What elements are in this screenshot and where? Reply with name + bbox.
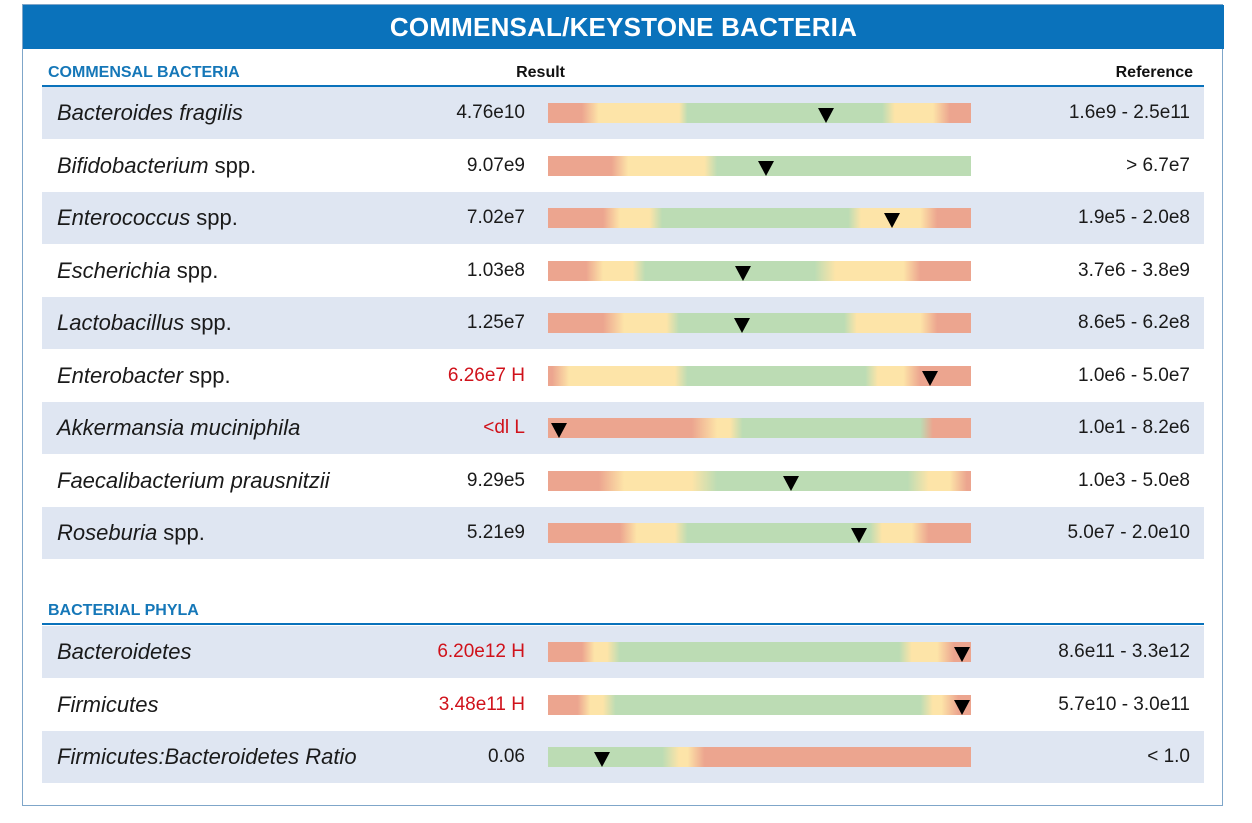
reference-range: 5.7e10 - 3.0e11: [1058, 693, 1190, 715]
organism-name: Escherichia spp.: [57, 245, 218, 297]
organism-suffix: spp.: [163, 520, 205, 545]
organism-name-text: Escherichia: [57, 257, 171, 283]
range-bar: [548, 523, 971, 543]
result-value: <dl L: [483, 417, 525, 438]
panel-frame: [22, 4, 1223, 806]
organism-name: Firmicutes:Bacteroidetes Ratio: [57, 731, 357, 783]
table-row: Faecalibacterium prausnitzii 9.29e5 1.0e3 …: [42, 455, 1204, 507]
range-bar: [548, 365, 971, 386]
result-value: 7.02e7: [466, 207, 525, 228]
organism-suffix: spp.: [196, 205, 238, 230]
range-bar: [548, 418, 971, 438]
organism-suffix: spp.: [176, 257, 219, 283]
result-marker-icon: [883, 213, 900, 228]
table-row: Akkermansia muciniphila <dl L 1.0e1 - 8.2e…: [42, 402, 1204, 454]
result-marker-icon: [850, 528, 867, 543]
result-marker-icon: [734, 318, 751, 333]
organism-name: Akkermansia muciniphila: [57, 402, 300, 454]
organism-name-text: Firmicutes:Bacteroidetes Ratio: [57, 744, 357, 769]
section-label: COMMENSAL BACTERIA: [48, 64, 240, 81]
organism-name: Enterococcus spp.: [57, 192, 238, 244]
reference-range: 5.0e7 - 2.0e10: [1067, 522, 1190, 543]
organism-suffix: spp.: [190, 310, 232, 335]
result-marker-icon: [921, 370, 938, 386]
range-bar: [548, 155, 971, 176]
result-marker-icon: [817, 108, 834, 123]
reference-range: 1.0e1 - 8.2e6: [1078, 417, 1190, 438]
result-value: 1.25e7: [466, 312, 525, 333]
reference-range: 1.6e9 - 2.5e11: [1068, 102, 1190, 123]
table-row: Bacteroides fragilis 4.76e10 1.6e9 - 2.5e1…: [42, 87, 1204, 139]
result-marker-icon: [757, 160, 774, 176]
result-value: 6.20e12 H: [437, 641, 525, 662]
organism-suffix: spp.: [214, 152, 257, 178]
organism-name-text: Enterococcus: [57, 205, 191, 230]
organism-name: Bifidobacterium spp.: [57, 140, 256, 192]
range-bar: [548, 642, 971, 662]
result-value: 5.21e9: [466, 522, 525, 543]
reference-range: 8.6e11 - 3.3e12: [1058, 641, 1190, 662]
result-value: 1.03e8: [466, 259, 525, 281]
organism-name: Lactobacillus spp.: [57, 297, 232, 349]
range-bar: [548, 313, 971, 333]
table-row: Escherichia spp. 1.03e8 3.7e6 - 3.8e9: [42, 245, 1204, 297]
reference-range: 1.9e5 - 2.0e8: [1078, 207, 1190, 228]
table-row: Enterobacter spp. 6.26e7 H 1.0e6 - 5.0e7: [42, 350, 1204, 402]
result-value: 9.29e5: [466, 469, 525, 491]
range-bar: [548, 747, 971, 767]
organism-name: Firmicutes: [57, 679, 158, 731]
section-label: BACTERIAL PHYLA: [48, 602, 199, 619]
result-value: 6.26e7 H: [447, 364, 525, 386]
result-value: 3.48e11 H: [438, 693, 525, 715]
result-column-header: Result: [516, 64, 565, 81]
organism-name: Roseburia spp.: [57, 507, 205, 559]
organism-name-text: Enterobacter: [57, 362, 183, 388]
table-row: Roseburia spp. 5.21e9 5.0e7 - 2.0e10: [42, 507, 1204, 559]
organism-name: Enterobacter spp.: [57, 350, 231, 402]
result-marker-icon: [735, 265, 751, 281]
organism-name-text: Akkermansia muciniphila: [57, 415, 301, 440]
range-bar: [548, 260, 971, 281]
result-marker-icon: [550, 423, 567, 438]
reference-range: 3.7e6 - 3.8e9: [1078, 259, 1190, 281]
organism-name-text: Roseburia: [57, 520, 158, 545]
reference-range: > 6.7e7: [1126, 154, 1190, 176]
table-row: Firmicutes 3.48e11 H 5.7e10 - 3.0e11: [42, 679, 1204, 731]
organism-suffix: spp.: [188, 362, 231, 388]
result-value: 4.76e10: [456, 102, 525, 123]
reference-range: 8.6e5 - 6.2e8: [1078, 312, 1190, 333]
organism-name-text: Bifidobacterium: [57, 152, 209, 178]
panel-title: COMMENSAL/KEYSTONE BACTERIA: [23, 5, 1224, 49]
range-bar: [548, 208, 971, 228]
organism-name-text: Lactobacillus: [57, 310, 185, 335]
result-value: 9.07e9: [466, 154, 525, 176]
reference-range: 1.0e6 - 5.0e7: [1078, 364, 1190, 386]
result-marker-icon: [954, 699, 971, 715]
organism-name: Bacteroides fragilis: [57, 87, 243, 139]
organism-name-text: Bacteroides fragilis: [57, 100, 243, 125]
reference-range: < 1.0: [1147, 746, 1190, 767]
table-row: Enterococcus spp. 7.02e7 1.9e5 - 2.0e8: [42, 192, 1204, 244]
table-row: Lactobacillus spp. 1.25e7 8.6e5 - 6.2e8: [42, 297, 1204, 349]
result-value: 0.06: [488, 746, 525, 767]
table-row: Firmicutes:Bacteroidetes Ratio 0.06 < 1.0: [42, 731, 1204, 783]
result-marker-icon: [594, 752, 611, 767]
result-marker-icon: [954, 647, 971, 662]
table-row: Bacteroidetes 6.20e12 H 8.6e11 - 3.3e12: [42, 626, 1204, 678]
section-header-phyla: BACTERIAL PHYLA: [42, 597, 1204, 625]
organism-name: Faecalibacterium prausnitzii: [57, 455, 330, 507]
result-marker-icon: [782, 475, 799, 491]
organism-name-text: Bacteroidetes: [57, 639, 192, 664]
reference-range: 1.0e3 - 5.0e8: [1078, 469, 1190, 491]
organism-name-text: Faecalibacterium prausnitzii: [57, 467, 330, 493]
organism-name: Bacteroidetes: [57, 626, 192, 678]
table-row: Bifidobacterium spp. 9.07e9 > 6.7e7: [42, 140, 1204, 192]
reference-column-header: Reference: [1115, 64, 1193, 81]
organism-name-text: Firmicutes: [57, 691, 159, 717]
range-bar: [548, 694, 971, 715]
range-bar: [548, 470, 971, 491]
range-bar: [548, 103, 971, 123]
section-header-commensal: COMMENSAL BACTERIA Result Reference: [42, 59, 1204, 87]
